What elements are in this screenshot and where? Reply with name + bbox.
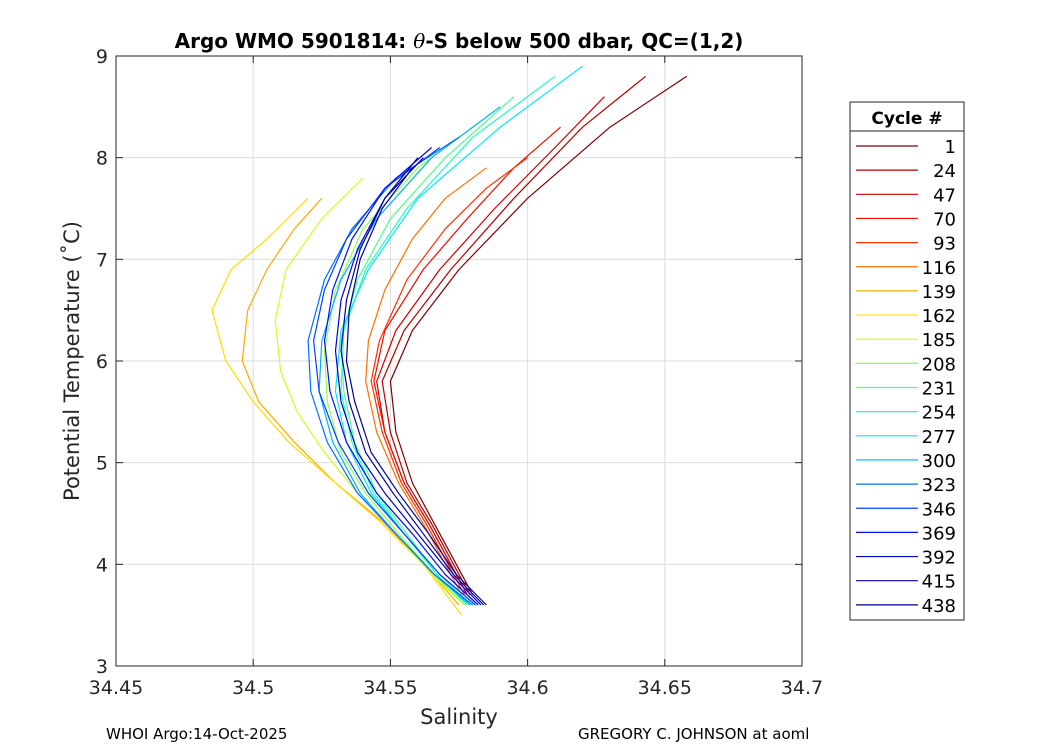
legend-label: 208 [922, 354, 956, 375]
x-tick-label: 34.65 [638, 677, 692, 699]
x-tick-label: 34.5 [232, 677, 274, 699]
series-line-cycle-70 [373, 126, 561, 596]
title-theta: θ [413, 29, 425, 53]
y-tick-label: 4 [96, 554, 108, 576]
x-tick-label: 34.45 [89, 677, 143, 699]
x-axis-label: Salinity [420, 705, 498, 729]
series-line-cycle-415 [340, 157, 485, 606]
series-line-cycle-392 [334, 157, 482, 606]
series-line-cycle-93 [370, 157, 528, 596]
x-tick-label: 34.6 [506, 677, 548, 699]
x-tick-label: 34.55 [363, 677, 417, 699]
y-tick-label: 5 [96, 453, 108, 475]
chart-title: Argo WMO 5901814: θ-S below 500 dbar, QC… [175, 29, 744, 53]
legend-items: 1 24 47 70 93 116 139 162 185 208 231 254 277 300 323 3… [856, 137, 956, 617]
series-line-cycle-185 [274, 177, 465, 606]
y-axis-label: Potential Temperature (˚C) [60, 221, 84, 501]
legend-label: 70 [933, 209, 956, 230]
series-line-cycle-369 [323, 147, 479, 606]
legend-label: 300 [922, 451, 956, 472]
legend-label: 392 [922, 548, 956, 569]
series-line-cycle-254 [340, 75, 556, 606]
legend-label: 438 [922, 596, 956, 617]
title-suffix: -S below 500 dbar, QC=(1,2) [425, 29, 743, 53]
series-line-cycle-208 [323, 106, 501, 606]
legend-label: 369 [922, 523, 956, 544]
legend-title: Cycle # [871, 109, 942, 129]
y-tick-label: 3 [96, 656, 108, 678]
ticks: 34.45 34.5 34.55 34.6 34.65 34.7 3 4 5 6 7 8 9 [89, 46, 823, 699]
legend-label: 415 [922, 572, 956, 593]
series-line-cycle-1 [389, 75, 688, 596]
legend-box [849, 101, 965, 621]
footer-author: GREGORY C. JOHNSON at aoml [578, 725, 810, 743]
y-tick-label: 6 [96, 351, 108, 373]
legend-label: 93 [933, 234, 956, 255]
plot-area: 34.45 34.5 34.55 34.6 34.65 34.7 3 4 5 6 7 8 9 [89, 46, 823, 699]
legend: Cycle # 1 24 47 70 93 116 139 162 185 208 231 254 27… [849, 101, 965, 621]
x-tick-label: 34.7 [781, 677, 823, 699]
series-line-cycle-346 [313, 147, 476, 606]
series-line-cycle-162 [211, 197, 463, 616]
series-line-cycle-139 [241, 197, 460, 606]
series-line-cycle-438 [345, 167, 487, 606]
legend-label: 254 [922, 403, 956, 424]
legend-label: 185 [922, 330, 956, 351]
y-tick-label: 9 [96, 46, 108, 68]
legend-label: 277 [922, 427, 956, 448]
legend-label: 162 [922, 306, 956, 327]
legend-label: 116 [922, 258, 956, 279]
series-group [211, 65, 688, 616]
legend-label: 231 [922, 379, 956, 400]
legend-label: 47 [933, 185, 956, 206]
series-line-cycle-231 [340, 96, 515, 606]
title-prefix: Argo WMO 5901814: [175, 29, 414, 53]
series-line-cycle-24 [381, 75, 646, 596]
y-tick-label: 8 [96, 148, 108, 170]
legend-label: 323 [922, 475, 956, 496]
y-tick-label: 7 [96, 249, 108, 271]
legend-label: 1 [945, 137, 956, 158]
legend-label: 346 [922, 499, 956, 520]
legend-label: 139 [922, 282, 956, 303]
footer-credit: WHOI Argo:14-Oct-2025 [106, 725, 288, 743]
legend-label: 24 [933, 161, 956, 182]
